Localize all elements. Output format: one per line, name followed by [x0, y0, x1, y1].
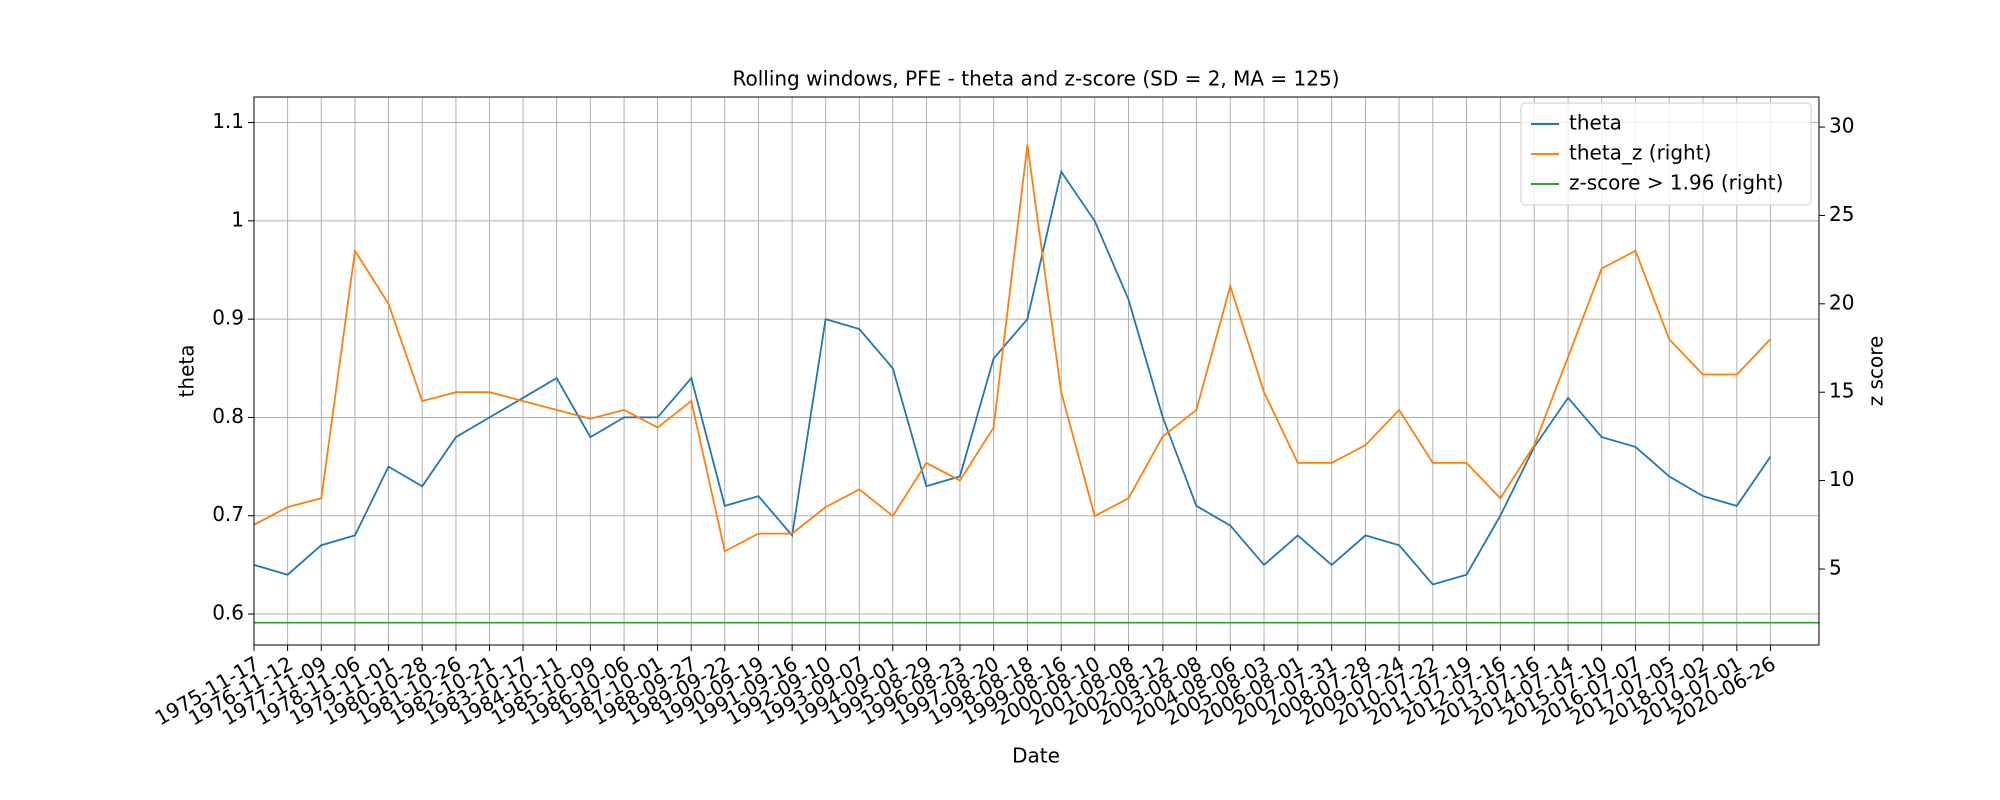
plot-frame: [253, 96, 1820, 646]
y-axis-label: theta: [175, 345, 199, 398]
y2-tick-label: 5: [1829, 555, 1842, 579]
y2-tick-label: 20: [1829, 290, 1854, 314]
series-line: [253, 144, 1772, 553]
y2-axis-label: z score: [1864, 336, 1888, 407]
series-line: [253, 169, 1772, 586]
y-tick-label: 0.8: [212, 404, 244, 428]
y2-tick-label: 15: [1829, 379, 1854, 403]
y2-tick-label: 30: [1829, 114, 1854, 138]
y-tick-label: 0.6: [212, 601, 244, 625]
chart-title: Rolling windows, PFE - theta and z-score…: [732, 67, 1339, 91]
y2-tick-label: 25: [1829, 202, 1854, 226]
legend: theta theta_z (right) z-score > 1.96 (righ…: [1520, 102, 1812, 206]
y-tick-label: 1.1: [212, 109, 244, 133]
y-tick-label: 0.7: [212, 502, 244, 526]
legend-label: z-score > 1.96 (right): [1569, 171, 1783, 195]
y-tick-label: 1: [231, 207, 244, 231]
y-tick-label: 0.9: [212, 306, 244, 330]
legend-label: theta: [1569, 111, 1622, 135]
legend-label: theta_z (right): [1569, 141, 1711, 165]
legend-box: [1520, 102, 1812, 206]
y2-tick-label: 10: [1829, 467, 1854, 491]
x-axis-label: Date: [1012, 744, 1060, 768]
